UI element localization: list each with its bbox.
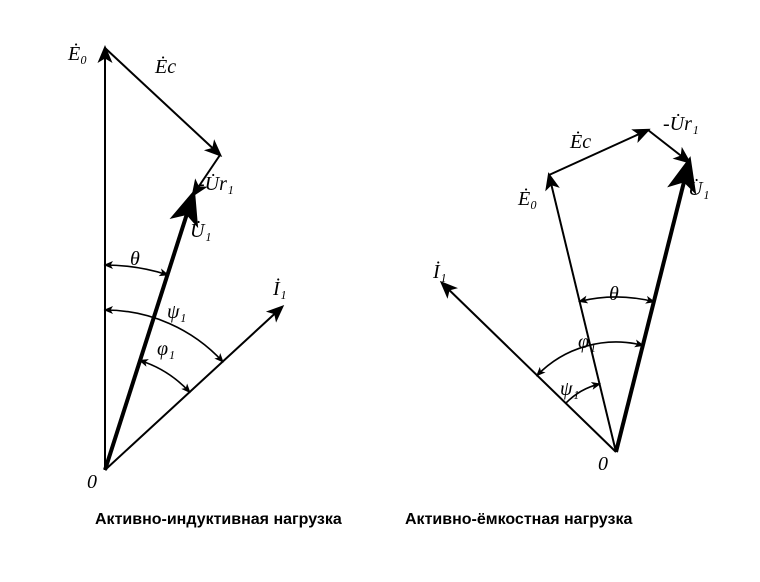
label-Ec: Ėc [569,130,591,153]
label-Ec: Ėc [154,55,176,78]
caption-left: Активно-индуктивная нагрузка [95,510,342,530]
label-psi1: ψ₁ [560,378,579,400]
label-psi1: ψ₁ [167,301,186,323]
origin-label: 0 [87,471,97,493]
label-phi1: φ₁ [157,338,175,360]
label-E0: Ė₀ [67,42,87,65]
caption-right: Активно-ёмкостная нагрузка [405,510,632,530]
label-U1: U̇₁ [688,177,709,200]
right-diagram: 0 Ė₀ U̇₁ İ₁ Ėc -U̇r₁ θ ψ₁ φ₁ [432,112,709,475]
vector-E0 [549,175,616,452]
vector-Ec [549,130,648,175]
phasor-diagram: 0 Ė₀ U̇₁ İ₁ Ėc -U̇r₁ θ ψ₁ φ₁ 0 Ė₀ U̇₁ İ₁ Ėc -U̇r₁ θ ψ₁ φ… [0,0,760,582]
label-I1: İ₁ [272,277,287,300]
label-theta: θ [609,283,619,305]
label-U1: U̇₁ [190,219,211,242]
label-phi1: φ₁ [578,331,596,353]
arc-phi1 [140,360,190,392]
label-I1: İ₁ [432,260,447,283]
left-diagram: 0 Ė₀ U̇₁ İ₁ Ėc -U̇r₁ θ ψ₁ φ₁ [67,42,287,493]
label-E0: Ė₀ [517,187,537,210]
label-theta: θ [130,248,140,270]
label-minus-Ur1: -U̇r₁ [663,112,699,135]
vector-U1 [616,162,689,452]
origin-label: 0 [598,453,608,475]
vector-I1 [442,283,616,452]
label-minus-Ur1: -U̇r₁ [198,172,234,195]
